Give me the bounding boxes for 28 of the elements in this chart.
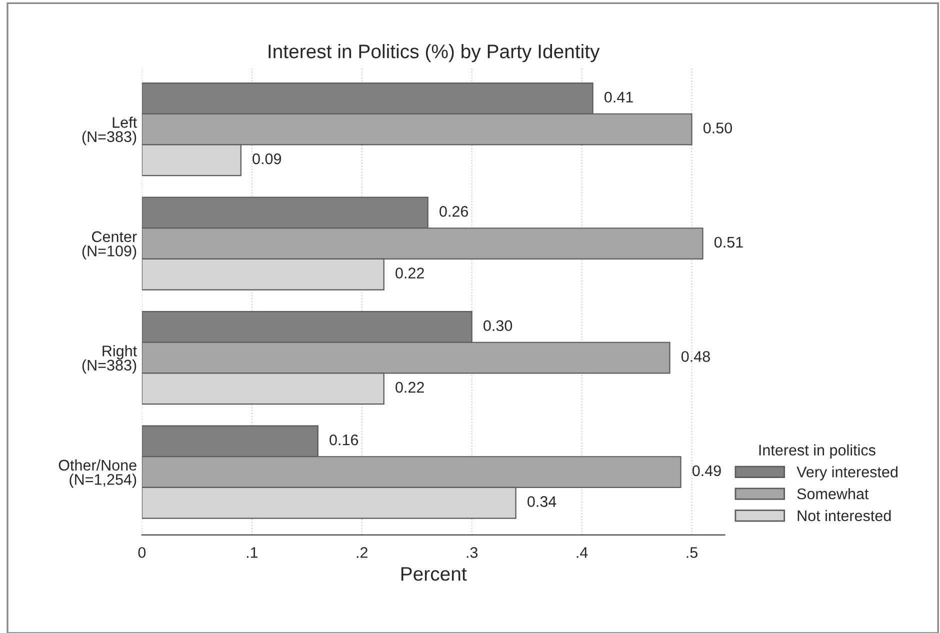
text: 0.22 — [396, 268, 424, 278]
x-tick-label: .3 — [466, 547, 478, 558]
y-tick-label: Other/None (N=1,254) — [58, 459, 136, 488]
text: 0.48 — [681, 351, 710, 362]
y-tick-label: Left (N=383) — [82, 116, 137, 146]
text: 0.51 — [714, 236, 743, 248]
x-tick-label: .4 — [576, 547, 588, 558]
text: 0.22 — [396, 382, 424, 393]
text: 0.34 — [528, 496, 556, 507]
text: 0.16 — [330, 434, 358, 446]
text: 0.26 — [440, 206, 468, 217]
y-tick-label: Right (N=383) — [82, 345, 137, 374]
legend-label: Somewhat — [797, 488, 869, 500]
text: 0.49 — [692, 465, 721, 476]
x-axis-title: Percent — [401, 567, 467, 581]
text: 0.41 — [604, 92, 633, 103]
text: 0.50 — [703, 122, 732, 134]
y-tick-label: Center (N=109) — [82, 231, 137, 260]
legend-label: Not interested — [798, 510, 891, 522]
x-tick-label: 0 — [138, 547, 146, 558]
x-tick-label: .5 — [686, 547, 698, 558]
text: 0.09 — [252, 153, 282, 164]
x-tick-label: .2 — [356, 547, 368, 558]
text: 0.30 — [484, 320, 512, 332]
x-tick-label: .1 — [246, 547, 258, 558]
chart-title: Interest in Politics (%) by Party Identity — [268, 44, 600, 62]
legend-title: Interest in politics — [759, 444, 876, 459]
legend-label: Very interested — [796, 466, 898, 480]
